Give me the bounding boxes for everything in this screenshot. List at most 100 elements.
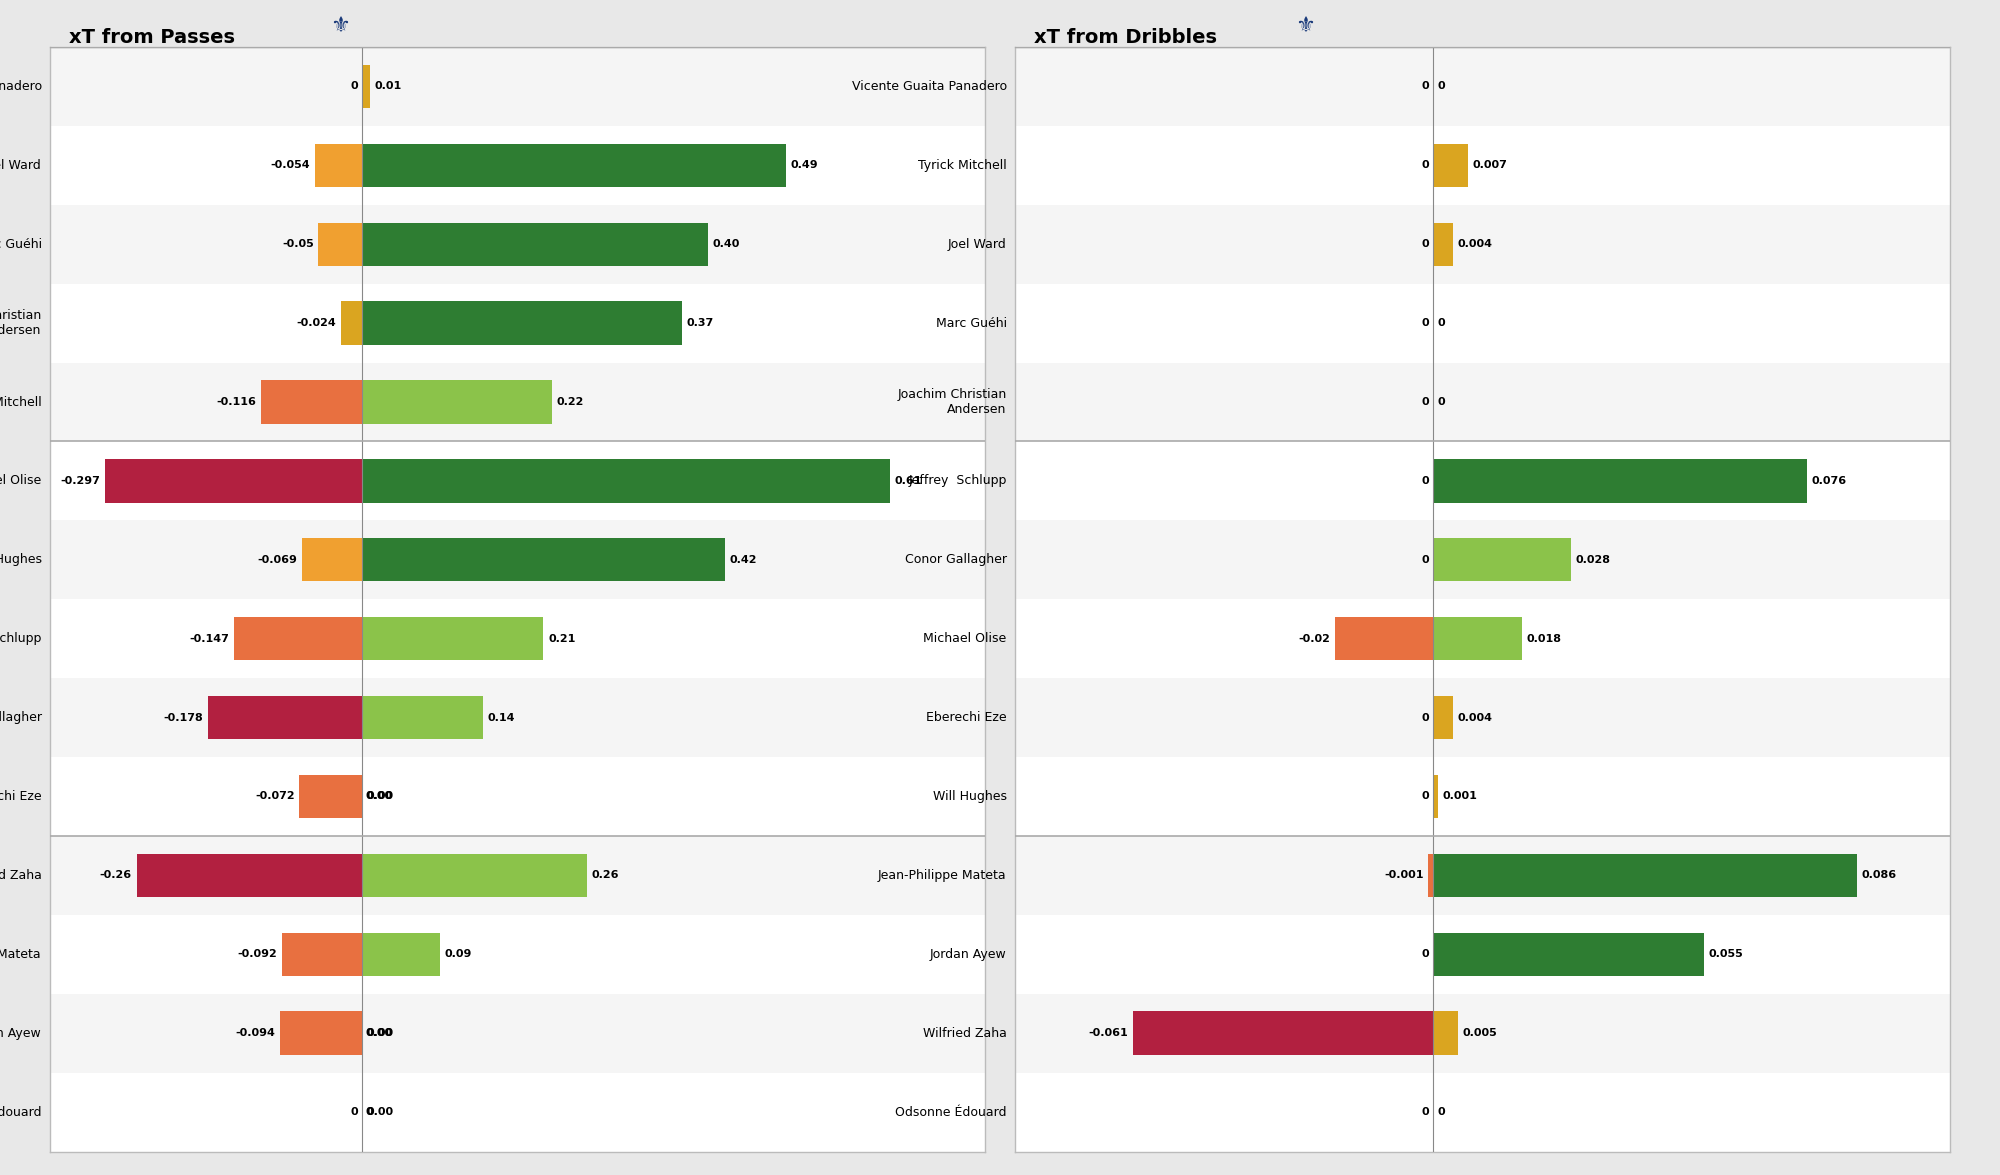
Bar: [1434, 933, 1704, 976]
Bar: [208, 696, 362, 739]
Bar: [314, 143, 362, 187]
Bar: [362, 143, 786, 187]
Text: 0.007: 0.007: [1472, 160, 1508, 170]
Text: -0.26: -0.26: [100, 871, 132, 880]
Bar: [1014, 363, 1950, 442]
Bar: [1434, 222, 1452, 266]
Text: 0.01: 0.01: [374, 81, 402, 92]
Text: 0: 0: [1438, 397, 1444, 407]
Text: 0.028: 0.028: [1576, 555, 1610, 565]
Bar: [50, 126, 984, 204]
Bar: [1434, 459, 1808, 503]
Bar: [50, 47, 984, 126]
Bar: [1014, 204, 1950, 283]
Text: -0.147: -0.147: [190, 633, 230, 644]
Text: xT from Dribbles: xT from Dribbles: [1034, 28, 1216, 47]
Text: 0: 0: [1422, 1107, 1430, 1117]
Bar: [1014, 678, 1950, 757]
Text: 0: 0: [1422, 792, 1430, 801]
Text: 0.40: 0.40: [712, 240, 740, 249]
Bar: [1014, 1073, 1950, 1152]
Text: 0: 0: [1422, 555, 1430, 565]
Bar: [1014, 126, 1950, 204]
Bar: [1134, 1012, 1434, 1055]
Text: 0.61: 0.61: [894, 476, 922, 486]
Text: 0.076: 0.076: [1812, 476, 1848, 486]
Text: xT from Passes: xT from Passes: [68, 28, 234, 47]
Text: 0: 0: [1422, 240, 1430, 249]
Text: -0.116: -0.116: [216, 397, 256, 407]
Text: 0: 0: [1422, 318, 1430, 328]
Bar: [1434, 696, 1452, 739]
Text: 0.00: 0.00: [366, 1107, 394, 1117]
Bar: [362, 65, 370, 108]
Bar: [234, 617, 362, 660]
Text: -0.05: -0.05: [282, 240, 314, 249]
Bar: [1434, 143, 1468, 187]
Bar: [1014, 757, 1950, 835]
Text: -0.094: -0.094: [236, 1028, 276, 1039]
Bar: [50, 363, 984, 442]
Bar: [1434, 538, 1572, 582]
Bar: [1014, 994, 1950, 1073]
Text: -0.054: -0.054: [270, 160, 310, 170]
Bar: [318, 222, 362, 266]
Bar: [1014, 442, 1950, 521]
Text: 0: 0: [366, 1107, 374, 1117]
Bar: [1434, 617, 1522, 660]
Bar: [262, 381, 362, 424]
Bar: [1334, 617, 1434, 660]
Bar: [362, 617, 544, 660]
Text: 0: 0: [1422, 397, 1430, 407]
Bar: [1014, 47, 1950, 126]
Bar: [362, 459, 890, 503]
Text: ⚜: ⚜: [330, 16, 350, 36]
Bar: [50, 678, 984, 757]
Bar: [362, 854, 586, 897]
Bar: [302, 538, 362, 582]
Bar: [1014, 599, 1950, 678]
Text: 0.004: 0.004: [1458, 712, 1492, 723]
Bar: [282, 933, 362, 976]
Bar: [362, 538, 726, 582]
Text: 0.005: 0.005: [1462, 1028, 1498, 1039]
Text: 0.21: 0.21: [548, 633, 576, 644]
Text: 0: 0: [1438, 318, 1444, 328]
Bar: [50, 599, 984, 678]
Bar: [362, 696, 482, 739]
Text: -0.024: -0.024: [296, 318, 336, 328]
Text: 0: 0: [1438, 1107, 1444, 1117]
Text: 0: 0: [350, 81, 358, 92]
Text: 0.001: 0.001: [1442, 792, 1478, 801]
Text: ⚜: ⚜: [1296, 16, 1316, 36]
Text: 0: 0: [1422, 81, 1430, 92]
Bar: [50, 915, 984, 994]
Text: -0.02: -0.02: [1298, 633, 1330, 644]
Text: 0.09: 0.09: [444, 949, 472, 959]
Text: 0.42: 0.42: [730, 555, 758, 565]
Text: -0.297: -0.297: [60, 476, 100, 486]
Text: 0: 0: [1422, 712, 1430, 723]
Bar: [1434, 854, 1856, 897]
Bar: [50, 204, 984, 283]
Text: 0.086: 0.086: [1862, 871, 1896, 880]
Bar: [1014, 521, 1950, 599]
Bar: [362, 933, 440, 976]
Bar: [50, 835, 984, 915]
Text: 0: 0: [1422, 160, 1430, 170]
Bar: [1014, 283, 1950, 363]
Text: 0: 0: [1422, 476, 1430, 486]
Text: -0.061: -0.061: [1088, 1028, 1128, 1039]
Text: 0: 0: [1422, 949, 1430, 959]
Text: 0.22: 0.22: [556, 397, 584, 407]
Text: 0.14: 0.14: [488, 712, 516, 723]
Text: 0: 0: [350, 1107, 358, 1117]
Text: -0.069: -0.069: [258, 555, 298, 565]
Text: 0.00: 0.00: [366, 792, 394, 801]
Text: 0.018: 0.018: [1526, 633, 1562, 644]
Bar: [300, 774, 362, 818]
Bar: [1014, 915, 1950, 994]
Text: -0.072: -0.072: [256, 792, 294, 801]
Bar: [50, 521, 984, 599]
Text: 0.00: 0.00: [366, 1028, 392, 1039]
